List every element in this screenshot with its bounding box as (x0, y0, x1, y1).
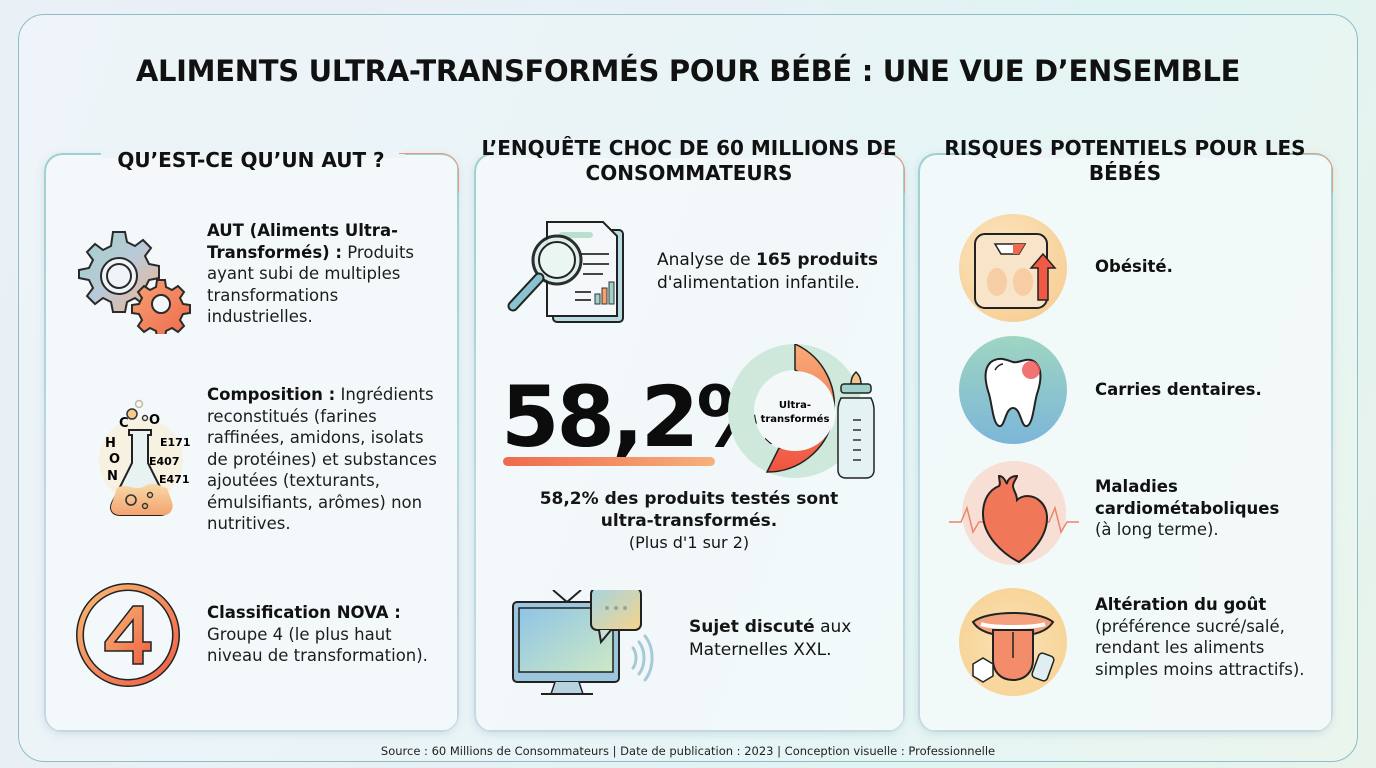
risk-obesity: Obésité. (1095, 257, 1173, 276)
title-gap (489, 150, 889, 158)
svg-text:E171: E171 (160, 436, 190, 449)
analysis-text: Analyse de 165 produits d'alimentation i… (657, 250, 878, 293)
title-gap (975, 150, 1275, 158)
title-gap (101, 150, 405, 158)
number-4-icon (75, 582, 181, 688)
panel-risks: RISQUES POTENTIELS POUR LES BÉBÉS Obésit… (918, 136, 1333, 731)
magnifier-document-icon (501, 216, 631, 326)
nova-text: Classification NOVA : Groupe 4 (le plus … (207, 603, 428, 665)
stat-caption: 58,2% des produits testés sont ultra-tra… (539, 489, 839, 531)
risk-caries: Carries dentaires. (1095, 380, 1262, 399)
composition-text: Composition : Ingrédients reconstitués (… (207, 385, 437, 533)
risk-cardio: Maladies cardiométaboliques (à long terme… (1095, 477, 1280, 539)
panel-title: L’ENQUÊTE CHOC DE 60 MILLIONS DE CONSOMM… (481, 136, 897, 185)
media-text: Sujet discuté aux Maternelles XXL. (689, 617, 852, 660)
tongue-icon (959, 588, 1067, 696)
svg-text:N: N (107, 469, 118, 484)
aut-definition: AUT (Aliments Ultra-Transformés) : Produ… (207, 221, 415, 326)
heart-icon (949, 458, 1079, 568)
scale-up-icon (959, 214, 1067, 322)
accent-corner (880, 152, 905, 193)
svg-text:H: H (105, 436, 116, 451)
svg-text:O: O (109, 452, 120, 467)
stat-underline (503, 457, 715, 466)
page-title: ALIMENTS ULTRA-TRANSFORMÉS POUR BÉBÉ : U… (135, 54, 1241, 88)
donut-chart: Ultra- transformés (727, 342, 907, 484)
tv-speech-icon (511, 587, 661, 698)
source-footer: Source : 60 Millions de Consommateurs | … (380, 744, 996, 758)
panel-title: RISQUES POTENTIELS POUR LES BÉBÉS (944, 136, 1306, 185)
risk-taste: Altération du goût (préférence sucré/salé… (1095, 595, 1305, 679)
panel-definition: QU’EST-CE QU’UN AUT ? AUT (Aliments Ultr… (44, 148, 459, 731)
stat-subcaption: (Plus d'1 sur 2) (628, 533, 750, 552)
svg-text:transformés: transformés (761, 413, 830, 425)
svg-text:O: O (149, 413, 160, 428)
accent-corner (398, 152, 459, 193)
svg-text:E471: E471 (159, 473, 189, 486)
gears-icon (73, 224, 193, 339)
svg-text:Ultra-: Ultra- (779, 400, 811, 411)
tooth-cavity-icon (959, 336, 1067, 444)
svg-text:C: C (119, 416, 129, 431)
svg-text:E407: E407 (149, 455, 179, 468)
accent-corner (1272, 152, 1333, 193)
panel-survey: L’ENQUÊTE CHOC DE 60 MILLIONS DE CONSOMM… (474, 136, 907, 731)
panel-title: QU’EST-CE QU’UN AUT ? (117, 148, 385, 172)
